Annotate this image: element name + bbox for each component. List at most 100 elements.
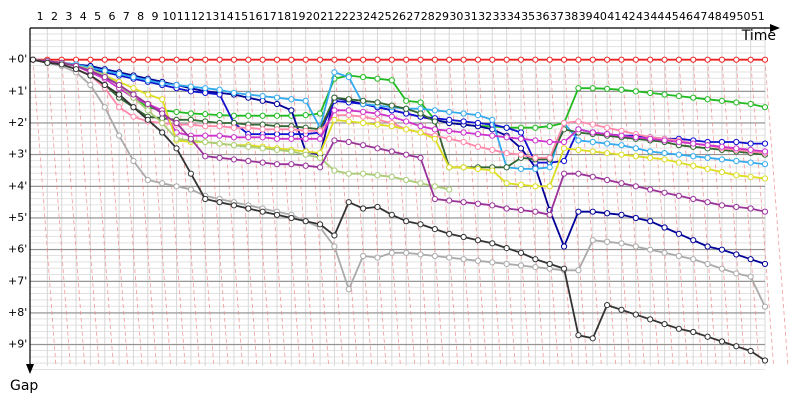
data-point [575,85,582,92]
data-point [761,357,769,364]
y-tick-label: +9' [8,338,27,351]
data-point [345,107,352,114]
data-point [647,154,654,161]
data-point [474,165,482,173]
data-point [618,306,625,313]
data-point [604,56,611,63]
lap-guide [621,59,645,367]
data-point [690,195,697,203]
data-point [589,237,596,244]
data-point [675,325,682,332]
series-line [32,58,766,159]
lap-guide [534,59,559,367]
x-tick-label: 18 [277,10,291,23]
data-point [431,107,438,114]
lap-guide [90,59,114,367]
data-point [460,110,467,117]
data-point [87,56,94,63]
x-tick-label: 14 [220,10,234,23]
data-point [302,135,309,142]
data-point [661,189,668,196]
data-point [560,265,568,272]
lap-guide [649,59,674,367]
data-point [230,112,238,119]
data-point [647,135,654,142]
data-point [273,112,281,119]
x-tick-label: 4 [80,10,87,23]
data-point [532,124,539,131]
data-point [446,230,453,237]
y-tick-label: +3' [8,148,27,161]
data-point [747,140,754,147]
data-point [733,343,740,350]
x-tick-label: 43 [636,10,650,23]
data-point [517,129,525,136]
data-point [632,214,639,222]
x-tick-label: 50 [736,10,750,23]
data-point [187,121,194,128]
data-point [159,129,166,136]
data-point [245,112,252,119]
data-point [230,56,238,63]
x-tick-label: 45 [665,10,679,23]
data-point [460,129,467,136]
data-point [618,151,625,158]
data-point [374,254,381,261]
data-point [532,263,539,271]
data-point [187,56,194,63]
data-point [560,145,568,152]
x-tick-label: 7 [123,10,130,23]
lap-guide [491,59,516,367]
data-point [273,94,281,101]
lap-guide [104,59,129,367]
data-point [575,118,582,125]
lap-guides [32,59,789,367]
data-point [144,56,151,63]
data-point [474,143,482,150]
data-point [647,56,654,63]
data-point [245,205,252,212]
data-point [101,104,108,111]
data-point [632,311,639,318]
data-point [532,56,539,63]
data-point [704,333,711,340]
data-point [446,108,453,116]
data-point [517,56,525,63]
data-point [489,202,496,209]
data-point [704,56,711,63]
lap-guide [721,59,746,367]
data-point [159,56,166,63]
data-point [632,56,639,63]
data-point [403,56,410,63]
data-point [302,218,309,225]
series-line [32,58,766,308]
data-point [604,238,611,245]
data-point [374,99,381,106]
data-point [618,132,625,139]
data-point [690,237,697,244]
data-point [460,164,467,171]
data-point [374,110,381,117]
data-point [87,81,94,89]
data-point [331,232,338,239]
data-point [575,208,582,215]
data-point [245,56,252,63]
data-point [388,102,395,109]
data-point [316,110,324,117]
data-point [288,148,295,155]
data-point [761,104,769,111]
data-point [101,81,108,89]
data-point [704,154,711,161]
data-point [316,56,324,63]
data-point [618,86,625,93]
data-point [575,170,582,177]
data-point [503,124,510,131]
data-point [187,186,194,193]
data-point [704,199,711,206]
data-point [589,129,596,136]
data-point [503,205,510,212]
data-point [747,173,754,180]
data-point [704,96,711,103]
data-point [474,111,482,119]
x-tick-label: 13 [205,10,219,23]
